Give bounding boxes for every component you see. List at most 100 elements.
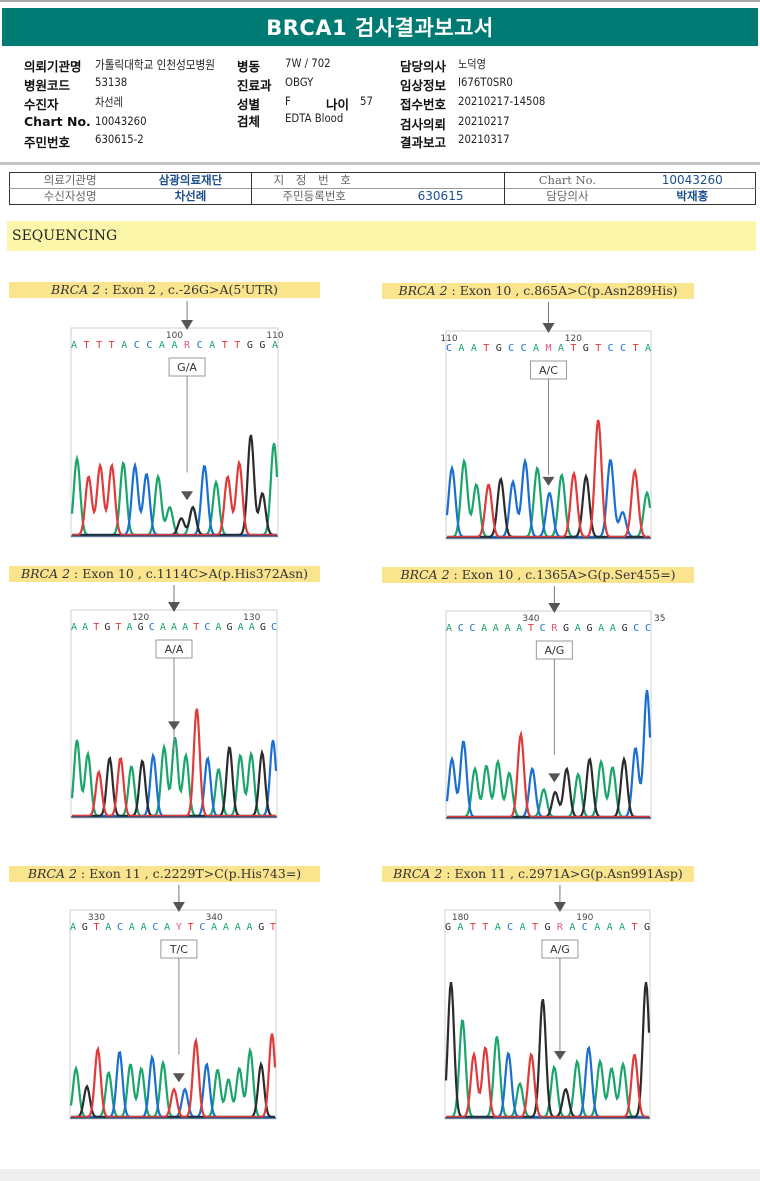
base-call: G xyxy=(544,922,550,933)
base-call: C xyxy=(645,623,651,634)
variant-marker-icon xyxy=(553,1050,566,1060)
report-date-value: 20210317 xyxy=(458,132,510,146)
base-call: C xyxy=(446,343,452,354)
base-call: G xyxy=(104,622,110,633)
variant-label: BRCA 2 : Exon 2 , c.-26G>A(5'UTR) xyxy=(9,282,320,298)
scan-header-row: 의료기관명 삼광의료재단 지 정 번 호 Chart No. 10043260 xyxy=(9,172,756,189)
base-call: A xyxy=(121,340,127,351)
variant-description: : Exon 11 , c.2971A>G(p.Asn991Asp) xyxy=(442,866,683,881)
genotype-label: T/C xyxy=(169,943,188,956)
base-call: G xyxy=(583,343,589,354)
accession-label: 접수번호 xyxy=(400,97,447,112)
base-call: T xyxy=(595,343,601,354)
gene-name: BRCA 2 xyxy=(393,866,443,881)
scan-recipient-label: 수신자성명 xyxy=(43,189,97,203)
position-tick: 120 xyxy=(132,613,149,623)
base-call: T xyxy=(188,922,194,933)
clinical-info-value: I676T0SR0 xyxy=(458,75,513,89)
position-tick: 180 xyxy=(452,913,469,923)
trace-T xyxy=(447,419,650,539)
base-call: G xyxy=(259,340,265,351)
base-call: C xyxy=(507,922,513,933)
age-value: 57 xyxy=(360,94,373,108)
chart-no-label: Chart No. xyxy=(24,114,91,129)
trace-T xyxy=(447,730,650,819)
ward-value: 7W / 702 xyxy=(285,56,331,70)
variant-marker-icon xyxy=(181,491,194,501)
hospital-code-label: 병원코드 xyxy=(24,78,71,93)
base-call: A xyxy=(558,343,564,354)
institution-value: 가톨릭대학교 인천성모병원 xyxy=(95,58,215,72)
scan-chart-value: 10043260 xyxy=(661,173,723,187)
base-call: A xyxy=(164,922,170,933)
age-label: 나이 xyxy=(326,97,350,112)
base-call: C xyxy=(117,922,123,933)
position-tick: 330 xyxy=(88,913,105,923)
base-call: T xyxy=(84,340,90,351)
variant-description: : Exon 10 , c.1365A>G(p.Ser455=) xyxy=(449,567,676,582)
base-call: A xyxy=(607,922,613,933)
position-tick: 110 xyxy=(440,334,457,344)
pointer-arrow-icon xyxy=(181,320,194,330)
base-call: T xyxy=(222,340,228,351)
base-call: C xyxy=(149,622,155,633)
scan-chart-label: Chart No. xyxy=(538,173,597,187)
scan-designation-value xyxy=(376,172,506,189)
genotype-label: G/A xyxy=(177,361,197,374)
patient-info: 의뢰기관명 가톨릭대학교 인천성모병원 병동 7W / 702 담당의사 노덕영… xyxy=(0,50,760,160)
trace-G xyxy=(72,434,277,537)
position-tick: 340 xyxy=(206,913,223,923)
trace-T xyxy=(72,708,276,818)
genotype-label: A/G xyxy=(550,943,570,956)
base-call: G xyxy=(445,922,451,933)
base-call: A xyxy=(457,922,463,933)
gene-name: BRCA 2 xyxy=(400,567,450,582)
base-call: T xyxy=(483,343,489,354)
base-call: A xyxy=(619,922,625,933)
variant-label: BRCA 2 : Exon 11 , c.2229T>C(p.His743=) xyxy=(9,866,320,882)
gene-name: BRCA 2 xyxy=(27,866,77,881)
genotype-label: A/A xyxy=(165,643,184,656)
pointer-arrow-icon xyxy=(168,602,180,612)
base-call: A xyxy=(105,922,111,933)
base-call: C xyxy=(204,622,210,633)
variant-label: BRCA 2 : Exon 10 , c.1365A>G(p.Ser455=) xyxy=(382,567,694,583)
department-value: OBGY xyxy=(285,75,314,89)
base-call: A xyxy=(495,922,501,933)
base-call: A xyxy=(209,340,215,351)
page-footer-bar xyxy=(0,1169,760,1181)
doctor-value: 노덕영 xyxy=(458,57,486,71)
base-call: A xyxy=(160,622,166,633)
base-call: G xyxy=(496,343,502,354)
variant-description: : Exon 11 , c.2229T>C(p.His743=) xyxy=(76,866,302,881)
variant-label: BRCA 2 : Exon 10 , c.865A>C(p.Asn289His) xyxy=(382,283,694,299)
base-call: A xyxy=(520,922,526,933)
base-call: T xyxy=(234,340,240,351)
trace-T xyxy=(72,459,277,537)
base-call: C xyxy=(608,343,614,354)
base-call: A xyxy=(171,340,177,351)
variant-marker-icon xyxy=(172,1073,185,1083)
base-call: G xyxy=(622,623,628,634)
clinical-info-label: 임상정보 xyxy=(400,78,447,93)
base-call: T xyxy=(115,622,121,633)
base-call: A xyxy=(446,623,452,634)
variant-marker-icon xyxy=(542,476,555,486)
base-call: C xyxy=(633,623,639,634)
scan-recipient-value: 차선례 xyxy=(130,188,252,205)
base-call: A xyxy=(481,623,487,634)
base-call: G xyxy=(563,623,569,634)
base-call: R xyxy=(557,922,564,933)
base-call: G xyxy=(586,623,592,634)
accession-value: 20210217-14508 xyxy=(458,94,546,108)
window-top-border xyxy=(0,0,760,2)
variant-description: : Exon 2 , c.-26G>A(5'UTR) xyxy=(100,282,278,297)
base-call: T xyxy=(94,922,100,933)
base-call: C xyxy=(620,343,626,354)
base-call: A xyxy=(575,623,581,634)
variant-label: BRCA 2 : Exon 11 , c.2971A>G(p.Asn991Asp… xyxy=(382,866,694,882)
